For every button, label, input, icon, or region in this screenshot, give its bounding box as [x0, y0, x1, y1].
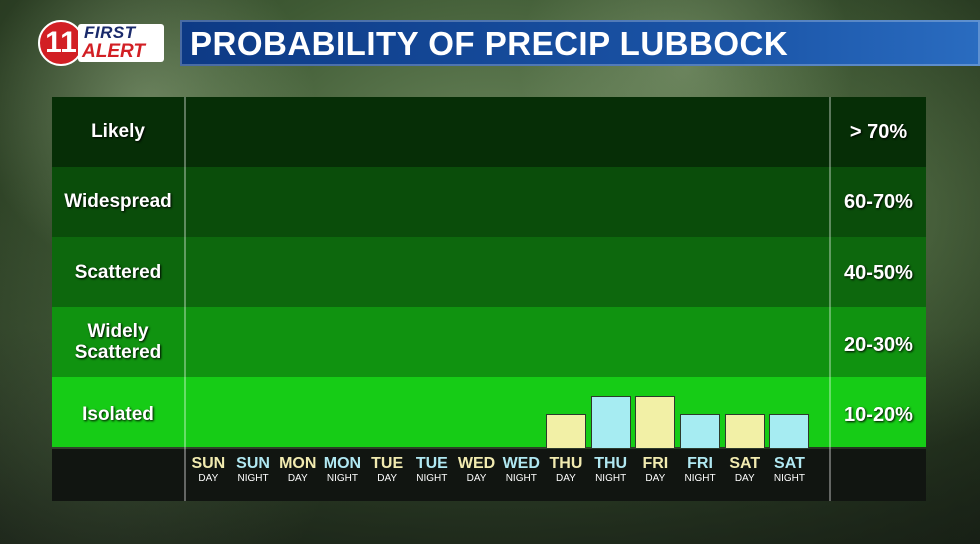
left-divider	[184, 97, 186, 501]
band-scattered: Scattered 40-50%	[52, 237, 926, 307]
band-label: Widespread	[64, 191, 172, 212]
band-range: 40-50%	[844, 262, 913, 284]
x-tick-label: MON DAY	[276, 455, 320, 486]
x-tick-day: SAT	[774, 455, 805, 472]
x-tick-label: SAT DAY	[723, 455, 767, 486]
x-tick-label: THU NIGHT	[589, 455, 633, 486]
x-tick-period: DAY	[645, 473, 666, 484]
x-tick-day: MON	[279, 455, 317, 472]
x-tick-label: WED NIGHT	[499, 455, 543, 486]
band-widely-scattered: Widely Scattered 20-30%	[52, 307, 926, 377]
x-tick-period: NIGHT	[237, 473, 269, 484]
x-tick-day: SUN	[236, 455, 270, 472]
x-axis-bar	[52, 449, 926, 501]
x-tick-day: TUE	[415, 455, 448, 472]
band-range: 20-30%	[844, 334, 913, 356]
x-tick-period: DAY	[198, 473, 219, 484]
first-alert-logo: 11 FIRST ALERT	[38, 20, 166, 66]
precip-chart: Likely > 70% Widespread 60-70% Scattered…	[52, 97, 926, 501]
x-tick-label: TUE NIGHT	[410, 455, 454, 486]
x-tick-label: TUE DAY	[365, 455, 409, 486]
x-tick-label: THU DAY	[544, 455, 588, 486]
title-bar: PROBABILITY OF PRECIP LUBBOCK	[180, 20, 980, 66]
band-label: Scattered	[74, 262, 162, 283]
x-tick-period: NIGHT	[416, 473, 448, 484]
x-tick-day: THU	[549, 455, 583, 472]
logo-first-text: FIRST	[84, 23, 136, 42]
logo-alert-text: ALERT	[82, 41, 145, 62]
x-tick-label: MON NIGHT	[320, 455, 364, 486]
band-range: 10-20%	[844, 404, 913, 426]
band-range: > 70%	[849, 121, 908, 143]
page-title: PROBABILITY OF PRECIP LUBBOCK	[190, 25, 789, 62]
x-tick-label: FRI NIGHT	[678, 455, 722, 486]
band-widespread: Widespread 60-70%	[52, 167, 926, 237]
x-tick-day: TUE	[371, 455, 404, 472]
band-label: Widely Scattered	[74, 321, 162, 363]
right-divider	[829, 97, 831, 501]
logo-box	[78, 24, 164, 62]
precip-bar	[680, 413, 721, 449]
x-tick-label: SAT NIGHT	[767, 455, 811, 486]
channel-11-logo: 11	[38, 20, 84, 66]
precip-bar	[635, 396, 676, 449]
precip-bar	[545, 413, 586, 449]
x-tick-label: FRI DAY	[633, 455, 677, 486]
x-tick-period: NIGHT	[326, 473, 358, 484]
x-tick-period: NIGHT	[773, 473, 805, 484]
precip-bar	[724, 413, 765, 449]
x-tick-label: SUN DAY	[186, 455, 230, 486]
x-tick-day: MON	[323, 455, 362, 472]
x-tick-day: FRI	[642, 455, 669, 472]
x-tick-period: DAY	[734, 473, 755, 484]
x-tick-day: WED	[457, 455, 496, 472]
x-tick-period: DAY	[466, 473, 487, 484]
precip-bar	[769, 413, 810, 449]
x-tick-day: SUN	[191, 455, 226, 472]
x-tick-day: THU	[594, 455, 628, 472]
x-tick-day: WED	[502, 455, 540, 472]
x-tick-label: WED DAY	[455, 455, 499, 486]
x-tick-period: DAY	[377, 473, 398, 484]
band-range: 60-70%	[844, 191, 913, 213]
precip-bar	[590, 396, 631, 449]
x-tick-period: DAY	[556, 473, 576, 484]
x-tick-period: NIGHT	[505, 473, 537, 484]
band-label: Isolated	[82, 404, 154, 425]
x-tick-label: SUN NIGHT	[231, 455, 275, 486]
x-tick-day: FRI	[687, 455, 713, 472]
band-label: Likely	[91, 121, 145, 142]
x-tick-period: NIGHT	[595, 473, 627, 484]
x-tick-day: SAT	[729, 455, 761, 472]
x-tick-period: DAY	[287, 473, 308, 484]
band-likely: Likely > 70%	[52, 97, 926, 167]
x-tick-period: NIGHT	[684, 473, 716, 484]
